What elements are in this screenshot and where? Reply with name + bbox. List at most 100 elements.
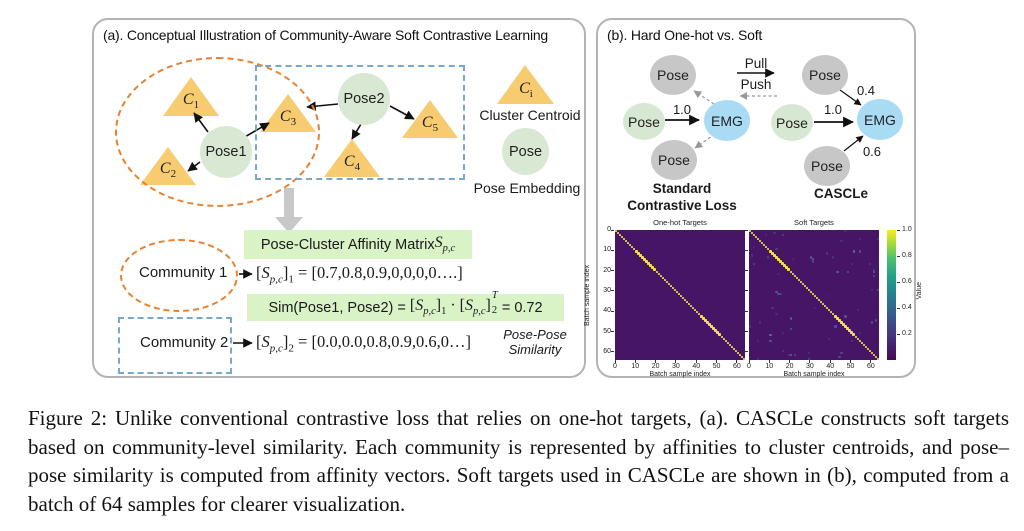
soft-target-cell xyxy=(767,256,770,259)
panel-b-title: (b). Hard One-hot vs. Soft xyxy=(607,27,763,43)
heatmap-title: One-hot Targets xyxy=(653,218,707,227)
community-1-label: Community 1 xyxy=(139,264,228,281)
y-tick-mark xyxy=(611,351,614,353)
x-tick-label: 0 xyxy=(613,363,617,370)
soft-target-cell xyxy=(811,258,815,261)
soft-target-cell xyxy=(789,327,792,330)
diagonal-cell xyxy=(641,256,644,259)
diagonal-cell xyxy=(771,252,774,255)
soft-target-cell xyxy=(872,270,876,273)
x-tick-mark xyxy=(870,360,872,363)
diagonal-cell xyxy=(767,248,770,251)
x-tick-mark xyxy=(768,360,770,363)
colorbar-tick-mark xyxy=(897,333,900,335)
similarity-formula: Sim(Pose1, Pose2) = [Sp,c]1 · [Sp,c] T 2 =… xyxy=(247,290,564,321)
diagonal-cell xyxy=(750,231,754,235)
standard-contrastive-caption: Standard Contrastive Loss xyxy=(627,181,737,213)
diagonal-cell xyxy=(797,278,800,281)
centroid-c3-label: C3 xyxy=(279,107,297,129)
diagonal-cell xyxy=(623,238,626,241)
pose-pose-similarity-label: Pose-Pose Similarity xyxy=(503,327,567,357)
x-tick-mark xyxy=(675,360,677,363)
diagonal-cell xyxy=(657,272,660,275)
heatmap-onehot-targets: One-hot Targets 0 10 20 30 40 50 60 0 10 20 30 40 50 6… xyxy=(584,218,745,378)
right-pose-anchor-node: Pose xyxy=(771,104,813,141)
diagonal-cell xyxy=(702,317,705,320)
diagonal-cell xyxy=(696,311,699,314)
y-tick-mark xyxy=(745,310,748,312)
legend-pose-node: Pose xyxy=(502,128,549,175)
diagonal-cell xyxy=(683,298,687,302)
soft-target-cell xyxy=(870,288,874,292)
diagonal-cell xyxy=(783,264,786,267)
soft-target-cell xyxy=(751,254,754,257)
soft-target-cell xyxy=(777,292,780,296)
left-pose-bottom-node: Pose xyxy=(651,140,697,180)
diagonal-cell xyxy=(846,327,849,330)
soft-target-cell xyxy=(771,307,774,310)
diagonal-cell xyxy=(856,337,859,340)
x-tick-mark xyxy=(655,360,657,363)
diagonal-cell xyxy=(718,333,721,336)
soft-target-cell xyxy=(789,353,792,357)
diagonal-cell xyxy=(813,294,817,298)
diagonal-cell xyxy=(759,240,762,243)
diagonal-cell xyxy=(866,347,869,350)
x-tick-label: 20 xyxy=(785,363,794,370)
y-tick-mark xyxy=(611,290,614,292)
diagonal-cell xyxy=(677,292,681,296)
x-tick-label: 60 xyxy=(866,363,875,370)
diagonal-cell xyxy=(653,268,656,271)
diagonal-cell xyxy=(850,331,853,334)
y-tick-mark xyxy=(611,310,614,312)
diagonal-cell xyxy=(757,238,760,241)
x-tick-mark xyxy=(736,360,738,363)
diagonal-cell xyxy=(673,288,677,292)
centroid-c5-label: C5 xyxy=(421,113,439,135)
diagonal-cell xyxy=(830,311,833,314)
pose1-node: Pose1 xyxy=(200,126,252,178)
soft-target-cell xyxy=(850,262,853,265)
diagonal-cell xyxy=(777,258,780,261)
x-tick-label: 60 xyxy=(732,363,741,370)
soft-target-cell xyxy=(836,270,839,273)
y-tick-label: 40 xyxy=(603,307,611,315)
soft-target-cell xyxy=(809,256,813,259)
soft-target-cell xyxy=(753,246,756,249)
diagonal-cell xyxy=(639,254,642,257)
diagonal-cell xyxy=(779,260,782,263)
diagonal-cell xyxy=(726,341,729,344)
diagonal-cell xyxy=(712,327,715,330)
x-tick-label: 50 xyxy=(712,363,721,370)
diagonal-cell xyxy=(854,335,857,338)
heatmap-soft-targets: Soft Targets 0 10 20 30 40 50 60 Batch sample in… xyxy=(745,218,879,378)
diagonal-cell xyxy=(765,246,768,249)
colorbar-tick-mark xyxy=(897,229,900,231)
diagonal-cell xyxy=(663,278,666,281)
soft-target-cell xyxy=(807,357,811,360)
diagonal-cell xyxy=(629,244,632,247)
diagonal-cell xyxy=(698,313,701,316)
pull-label: Pull xyxy=(744,56,768,71)
centroid-c1-label: C1 xyxy=(182,90,200,112)
diagonal-cell xyxy=(803,284,807,288)
diagonal-cell xyxy=(801,282,804,285)
legend-pose-label: Pose Embedding xyxy=(473,180,581,196)
x-tick-label: 10 xyxy=(631,363,640,370)
diagonal-cell xyxy=(789,270,792,273)
cascle-caption: CASCLe xyxy=(813,186,868,201)
diagonal-cell xyxy=(620,235,624,239)
y-tick-mark xyxy=(745,331,748,333)
diagonal-cell xyxy=(685,300,689,304)
diagonal-cell xyxy=(876,357,879,360)
diagonal-cell xyxy=(785,266,788,269)
soft-target-cell xyxy=(749,325,752,328)
diagonal-cell xyxy=(688,303,691,306)
soft-target-cell xyxy=(773,232,776,235)
diagonal-cell xyxy=(842,323,845,326)
soft-target-cell xyxy=(753,262,756,265)
diagonal-cell xyxy=(659,274,662,277)
soft-target-cell xyxy=(870,321,874,324)
diagonal-cell xyxy=(773,254,776,257)
